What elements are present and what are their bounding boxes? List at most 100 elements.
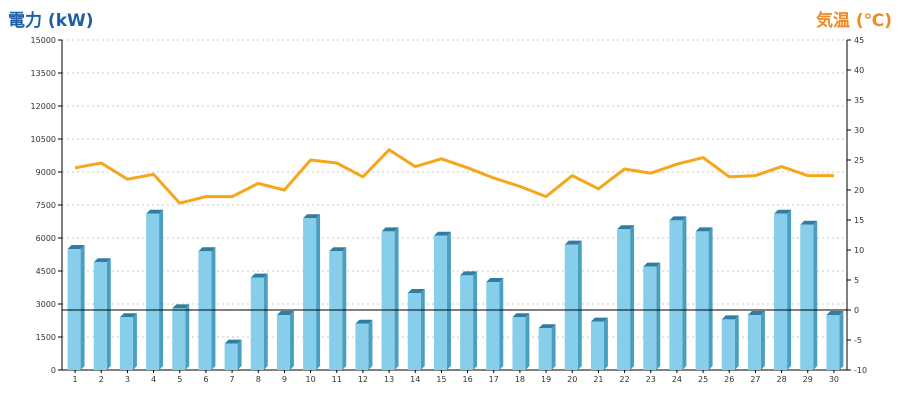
bar-top bbox=[669, 216, 687, 221]
x-tick-label: 15 bbox=[436, 375, 446, 384]
bar-top bbox=[800, 220, 818, 225]
bar bbox=[564, 244, 578, 370]
bar-top bbox=[172, 304, 190, 309]
bar-side bbox=[760, 311, 765, 370]
bar bbox=[747, 315, 761, 370]
bar-top bbox=[146, 209, 164, 214]
bar-side bbox=[473, 271, 478, 370]
bar bbox=[512, 317, 526, 370]
bar-side bbox=[577, 240, 582, 370]
bar-side bbox=[813, 220, 818, 370]
x-tick-label: 4 bbox=[151, 375, 156, 384]
bar-side bbox=[603, 317, 608, 370]
right-tick-label: 30 bbox=[854, 126, 864, 135]
bar-side bbox=[839, 311, 844, 370]
left-tick-label: 7500 bbox=[36, 201, 56, 210]
x-tick-label: 5 bbox=[177, 375, 182, 384]
x-tick-label: 29 bbox=[803, 375, 813, 384]
x-tick-label: 16 bbox=[462, 375, 472, 384]
bar bbox=[329, 251, 343, 370]
bar-side bbox=[211, 247, 216, 370]
x-tick-label: 10 bbox=[305, 375, 315, 384]
temperature-line bbox=[74, 148, 834, 205]
bar-top bbox=[433, 231, 451, 236]
bar-side bbox=[237, 339, 242, 370]
bar-top bbox=[119, 313, 137, 318]
bar bbox=[93, 262, 107, 370]
bar-side bbox=[525, 313, 530, 370]
left-axis-title: 電力 (kW) bbox=[8, 11, 94, 31]
x-tick-label: 7 bbox=[230, 375, 235, 384]
bar-side bbox=[368, 319, 373, 370]
bar-top bbox=[303, 214, 321, 219]
bar-top bbox=[643, 262, 661, 267]
bar bbox=[303, 218, 317, 370]
x-tick-label: 12 bbox=[358, 375, 368, 384]
bar-side bbox=[289, 311, 294, 370]
right-tick-label: 10 bbox=[854, 246, 864, 255]
bar-side bbox=[708, 227, 713, 370]
left-tick-label: 1500 bbox=[36, 333, 56, 342]
bar bbox=[486, 282, 500, 370]
x-tick-label: 24 bbox=[672, 375, 682, 384]
bar-side bbox=[394, 227, 399, 370]
right-tick-label: 15 bbox=[854, 216, 864, 225]
x-tick-label: 20 bbox=[567, 375, 577, 384]
bar-side bbox=[446, 231, 451, 370]
bar-top bbox=[747, 311, 765, 315]
x-tick-label: 19 bbox=[541, 375, 551, 384]
right-tick-label: -5 bbox=[854, 336, 862, 345]
x-tick-label: 1 bbox=[73, 375, 78, 384]
x-tick-label: 11 bbox=[332, 375, 342, 384]
x-tick-label: 22 bbox=[619, 375, 629, 384]
bar-top bbox=[826, 311, 844, 315]
x-tick-label: 14 bbox=[410, 375, 420, 384]
bar bbox=[800, 224, 814, 370]
right-tick-label: 45 bbox=[854, 36, 864, 45]
x-tick-label: 30 bbox=[829, 375, 839, 384]
bar-side bbox=[316, 214, 321, 370]
bar bbox=[617, 229, 631, 370]
bar bbox=[172, 308, 186, 370]
bar bbox=[276, 315, 290, 370]
right-tick-label: 0 bbox=[854, 306, 859, 315]
left-tick-label: 9000 bbox=[36, 168, 56, 177]
bar-top bbox=[67, 245, 85, 249]
x-tick-label: 18 bbox=[515, 375, 525, 384]
bar-side bbox=[132, 313, 137, 370]
bar-side bbox=[80, 245, 85, 370]
x-tick-label: 28 bbox=[776, 375, 786, 384]
bar-top bbox=[538, 324, 556, 329]
bar bbox=[669, 220, 683, 370]
bar-top bbox=[512, 313, 530, 318]
bar bbox=[774, 213, 788, 370]
bar-side bbox=[185, 304, 190, 370]
bar-top bbox=[617, 225, 635, 230]
bar-top bbox=[721, 315, 739, 320]
bar-top bbox=[276, 311, 294, 315]
right-axis-title: 気温 (℃) bbox=[815, 11, 892, 31]
bar-side bbox=[420, 289, 425, 370]
x-tick-label: 17 bbox=[489, 375, 499, 384]
bar bbox=[381, 231, 395, 370]
bar-top bbox=[381, 227, 399, 232]
right-tick-label: -10 bbox=[854, 366, 867, 375]
bar-side bbox=[630, 225, 635, 370]
right-tick-label: 20 bbox=[854, 186, 864, 195]
bar-top bbox=[198, 247, 216, 252]
left-tick-label: 13500 bbox=[31, 69, 56, 78]
x-tick-label: 23 bbox=[646, 375, 656, 384]
bar-top bbox=[695, 227, 713, 232]
right-tick-label: 25 bbox=[854, 156, 864, 165]
left-tick-label: 10500 bbox=[31, 135, 56, 144]
bar bbox=[250, 277, 264, 370]
bar-top bbox=[224, 339, 242, 344]
x-tick-label: 6 bbox=[203, 375, 208, 384]
right-tick-label: 40 bbox=[854, 66, 864, 75]
left-tick-label: 6000 bbox=[36, 234, 56, 243]
x-tick-label: 27 bbox=[750, 375, 760, 384]
x-tick-label: 8 bbox=[256, 375, 261, 384]
bar bbox=[538, 328, 552, 370]
bar bbox=[355, 323, 369, 370]
